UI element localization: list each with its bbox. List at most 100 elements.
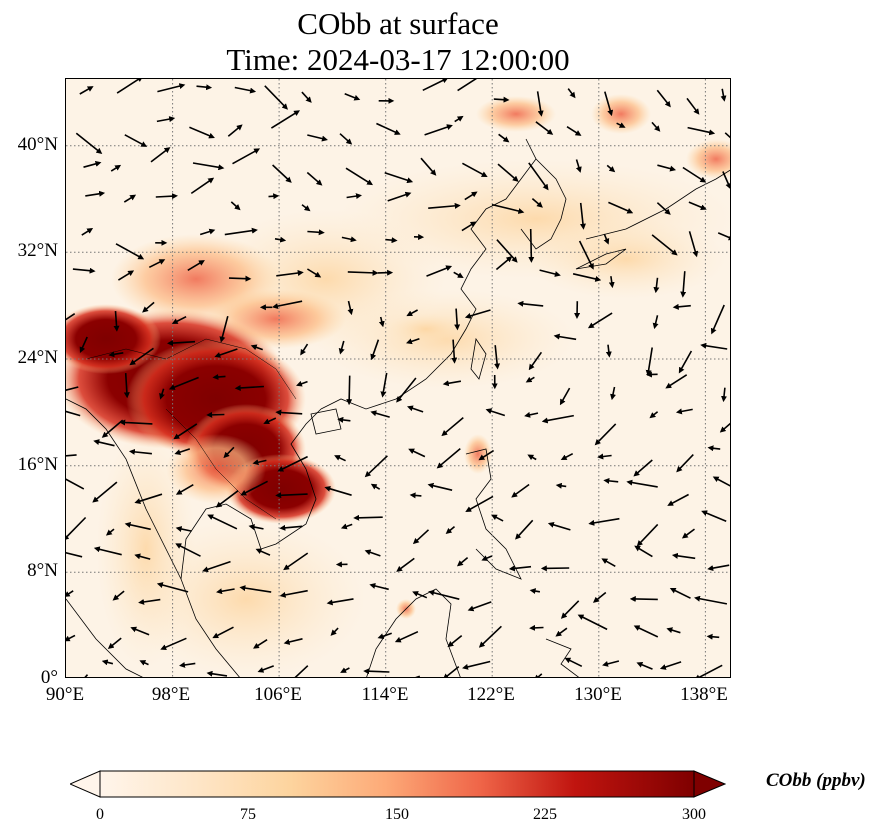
wind-arrow <box>478 625 502 648</box>
wind-arrow <box>257 665 274 673</box>
wind-arrow <box>681 528 695 539</box>
lon-tick-label: 130°E <box>574 684 622 705</box>
wind-arrow <box>130 626 150 636</box>
coastline-myanmar <box>66 398 182 580</box>
wind-arrow <box>300 343 309 356</box>
wind-arrow <box>633 625 659 638</box>
wind-arrow <box>498 133 510 143</box>
wind-arrow <box>587 312 613 329</box>
wind-arrow <box>659 661 682 670</box>
wind-arrow <box>428 589 460 600</box>
map-title-line1: CObb at surface <box>297 6 499 41</box>
wind-arrow <box>275 492 308 499</box>
wind-arrow <box>559 387 571 406</box>
wind-arrow <box>263 417 277 425</box>
wind-arrow <box>436 447 461 469</box>
wind-arrow <box>656 89 671 108</box>
wind-arrow <box>134 493 163 504</box>
wind-arrow <box>187 260 205 271</box>
wind-arrow <box>376 122 401 135</box>
coastline-sulawesi <box>545 638 580 677</box>
wind-arrow <box>175 526 192 532</box>
wind-arrow <box>481 555 493 561</box>
wind-arrow <box>496 239 518 263</box>
wind-arrow <box>301 204 311 212</box>
wind-arrow <box>601 558 616 567</box>
wind-arrow <box>113 311 120 332</box>
wind-arrow <box>66 313 76 321</box>
wind-arrow <box>214 348 238 358</box>
wind-arrow <box>671 552 696 560</box>
border-inland-1 <box>85 338 297 400</box>
wind-arrow <box>494 345 501 370</box>
wind-arrow <box>138 598 161 605</box>
wind-arrow <box>228 275 252 282</box>
wind-arrow <box>175 543 201 557</box>
wind-arrow <box>301 91 312 103</box>
wind-arrow <box>117 270 135 281</box>
wind-arrow <box>189 126 215 139</box>
colorbar-graphic <box>68 770 727 798</box>
colorbar-min-extend <box>68 770 101 798</box>
wind-arrow <box>406 309 418 317</box>
wind-arrow <box>116 79 144 94</box>
coastline-borneo <box>366 588 461 677</box>
wind-arrow <box>124 521 151 531</box>
wind-arrow <box>339 133 353 145</box>
wind-arrow <box>268 193 280 200</box>
wind-arrow <box>427 482 453 491</box>
wind-arrow <box>346 193 362 200</box>
wind-arrow <box>672 303 691 310</box>
wind-arrow <box>541 414 574 424</box>
wind-arrow <box>597 453 612 460</box>
wind-arrow <box>645 347 653 377</box>
wind-arrow <box>215 490 239 508</box>
wind-arrow <box>157 83 186 93</box>
wind-arrow <box>227 124 243 137</box>
wind-arrow <box>330 627 339 636</box>
wind-arrow <box>380 372 388 398</box>
coastline-korea <box>520 158 567 250</box>
wind-arrow <box>464 191 478 201</box>
wind-arrow <box>159 388 165 400</box>
wind-arrow <box>334 455 346 462</box>
wind-arrow <box>93 546 122 556</box>
wind-arrow <box>272 164 292 183</box>
wind-arrow <box>378 316 385 328</box>
wind-arrow <box>112 590 125 601</box>
wind-arrow <box>412 591 428 599</box>
wind-arrow <box>553 333 577 341</box>
wind-arrow <box>207 514 238 530</box>
wind-arrow <box>79 336 88 354</box>
wind-arrow <box>665 374 688 389</box>
wind-arrow <box>283 638 303 645</box>
wind-arrow <box>441 416 464 437</box>
wind-arrow <box>461 221 477 232</box>
colorbar-tick-label: 150 <box>385 806 409 823</box>
wind-arrow <box>493 96 510 103</box>
colorbar-tick-label: 0 <box>96 806 104 823</box>
wind-arrow <box>175 484 194 495</box>
lat-tick-label: 16°N <box>17 454 58 475</box>
wind-arrow <box>385 237 398 244</box>
wind-arrow <box>527 454 537 461</box>
wind-arrow <box>688 231 699 258</box>
wind-arrow <box>701 510 727 522</box>
coastline-japan <box>585 169 730 240</box>
wind-arrow <box>196 84 213 91</box>
wind-arrow <box>575 159 582 173</box>
wind-arrow <box>66 410 81 417</box>
wind-arrow <box>675 408 693 415</box>
wind-arrow <box>588 517 620 526</box>
wind-arrow <box>370 483 381 490</box>
wind-arrow <box>610 386 616 401</box>
plume-luzon <box>464 434 492 474</box>
wind-arrow <box>533 673 543 677</box>
background-haze-layer <box>96 159 730 677</box>
wind-arrow <box>560 452 574 461</box>
coastline-hainan <box>310 408 342 435</box>
plume-japan-north <box>686 139 730 179</box>
wind-arrow <box>528 162 549 191</box>
colorbar-tick-label: 225 <box>533 806 557 823</box>
wind-arrow <box>722 171 730 190</box>
